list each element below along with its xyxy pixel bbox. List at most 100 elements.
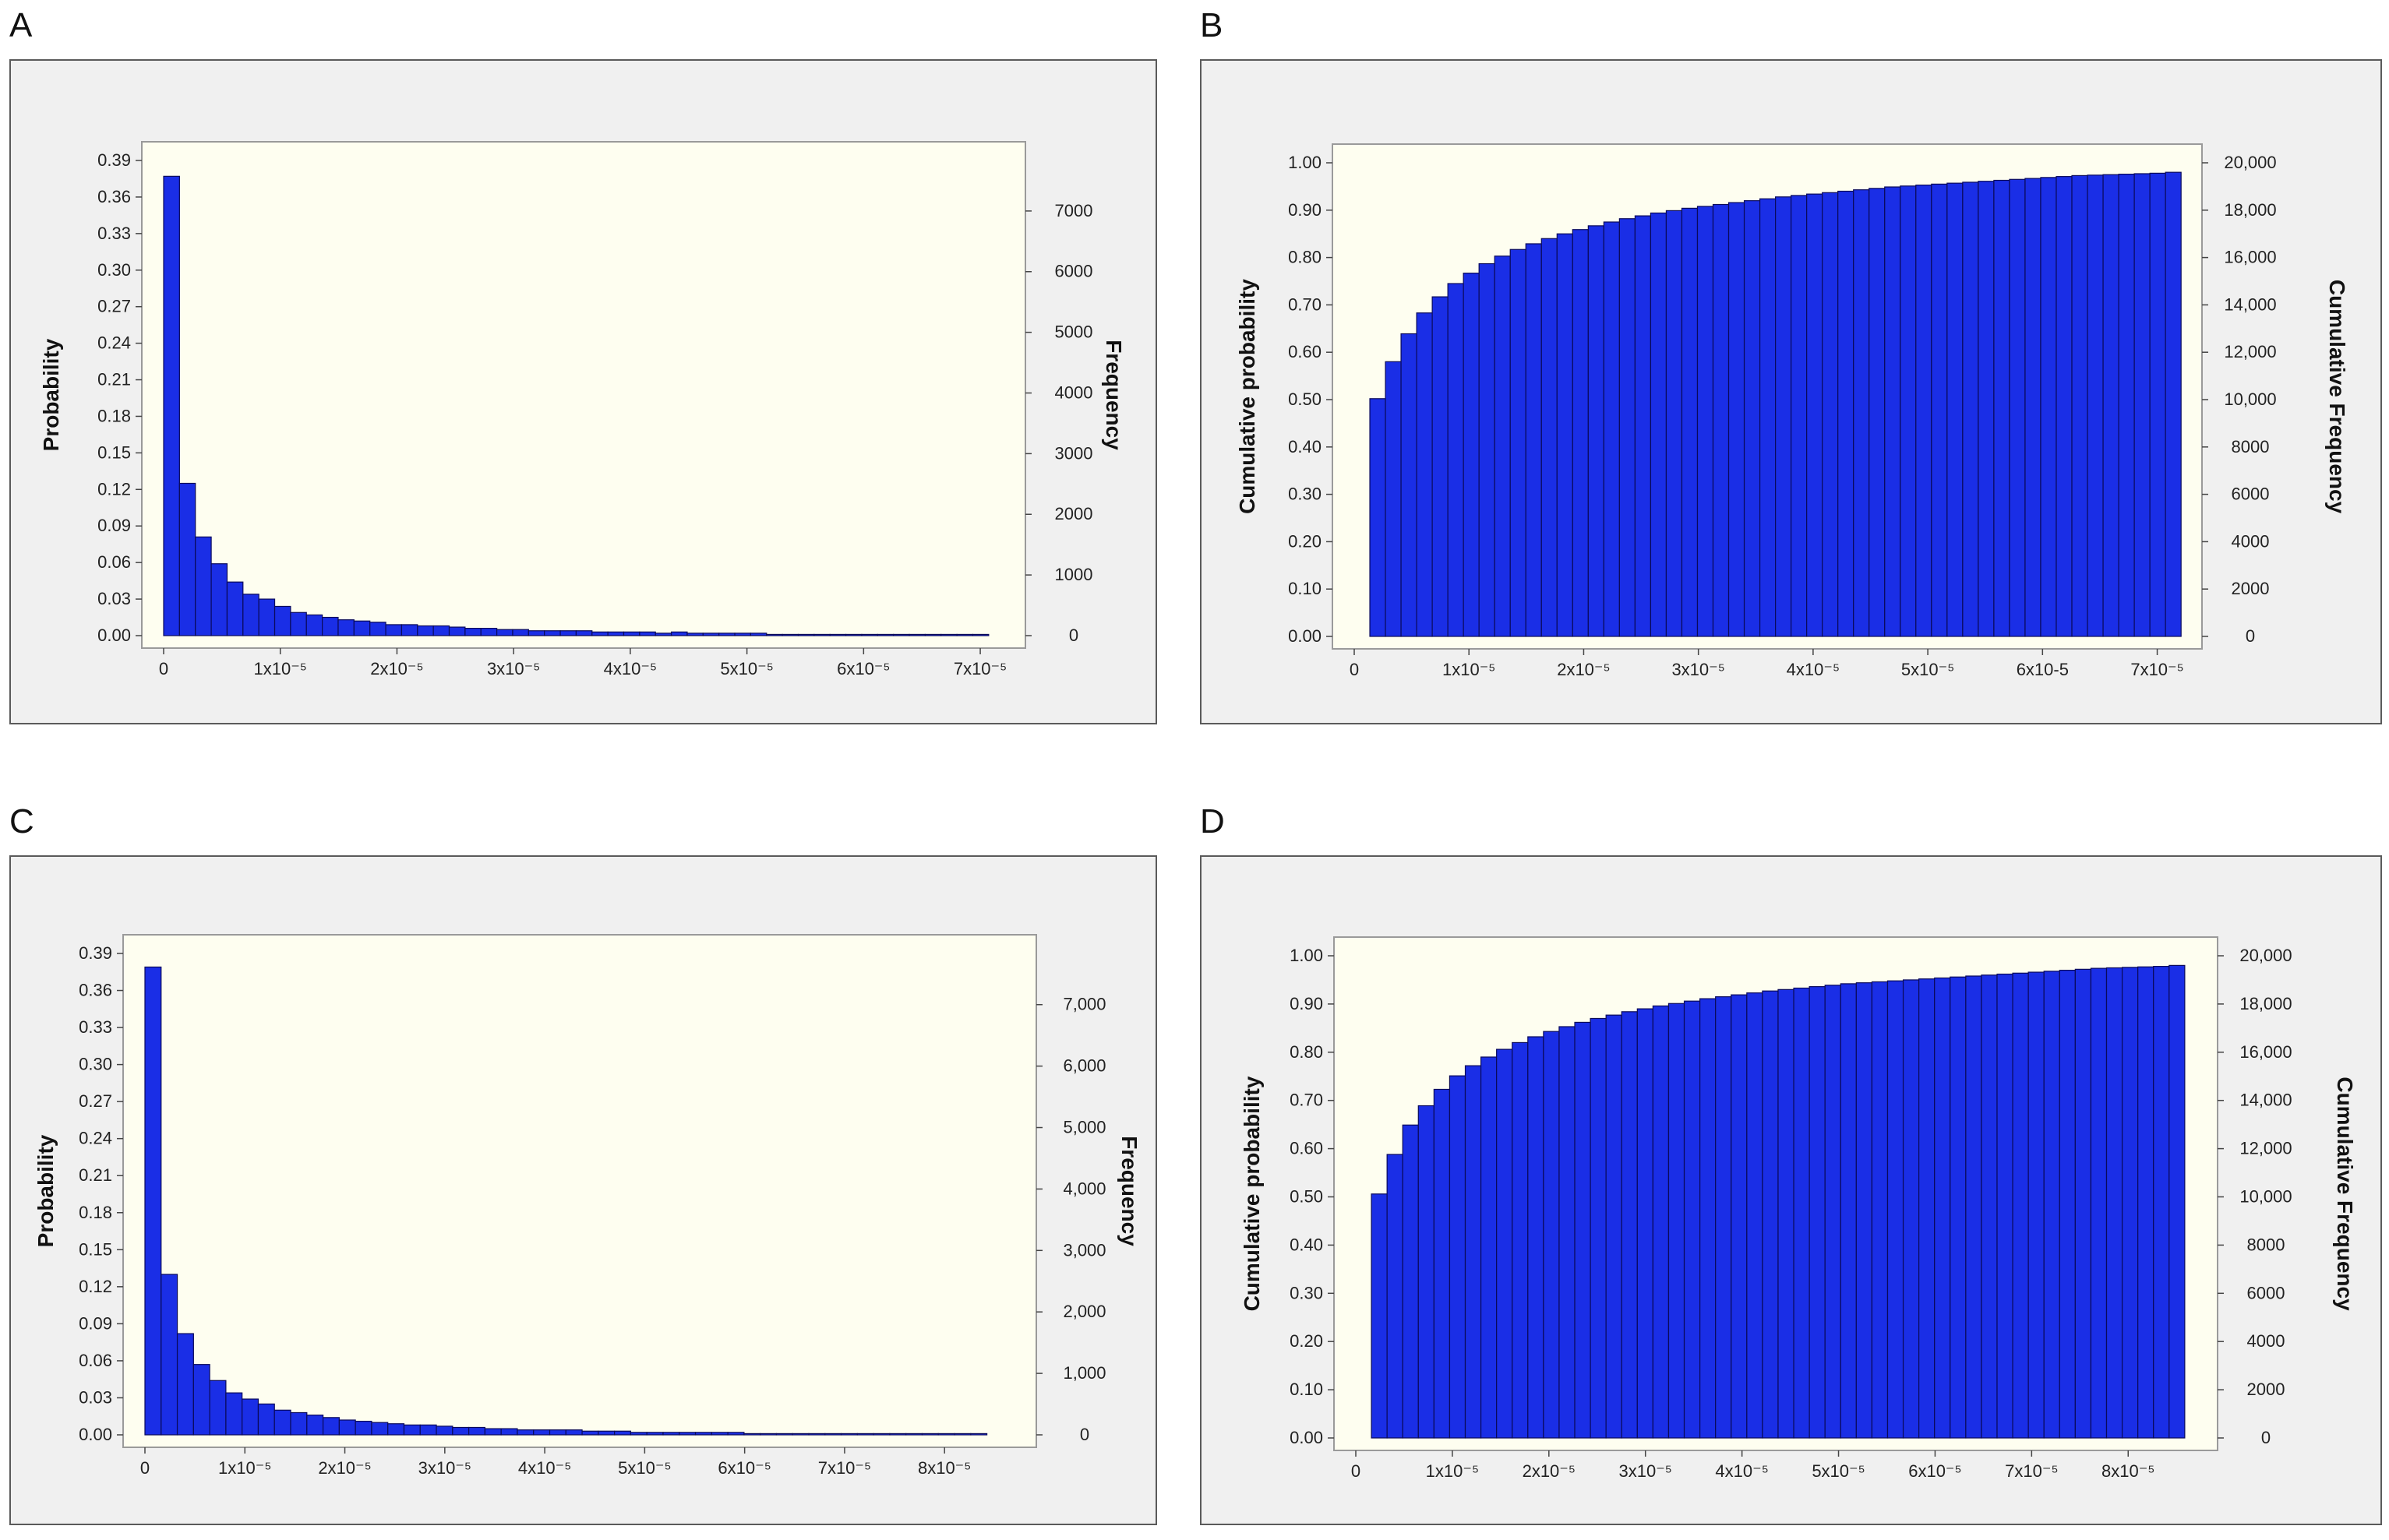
y-axis-title: Cumulative probability (1235, 279, 1259, 514)
histogram-bar (161, 1274, 178, 1436)
histogram-bar (1574, 1021, 1591, 1439)
x-tick-label: 5x10⁻⁵ (1901, 660, 1954, 679)
y2-tick-label: 3000 (1055, 443, 1093, 463)
y-tick-label: 0.33 (79, 1017, 112, 1037)
histogram-bar (176, 1333, 194, 1436)
histogram-bar (1527, 1036, 1544, 1439)
chart-d-cumulative-probability: 0.00 0.10 0.20 0.30 0.40 0.50 0.60 0.70 0.80 0.90… (1240, 936, 2357, 1481)
x-tick-label: 0 (1351, 1461, 1360, 1481)
y-tick-label: 0.12 (97, 479, 131, 499)
histogram-bar (630, 1432, 648, 1436)
histogram-bar (1556, 233, 1573, 637)
histogram-bar (1712, 203, 1730, 637)
histogram-bar (824, 1433, 842, 1436)
histogram-bar (575, 630, 593, 636)
histogram-bar (1809, 986, 1826, 1439)
histogram-bar (782, 633, 799, 636)
histogram-bar (369, 622, 386, 636)
x-tick-label: 4x10⁻⁵ (1715, 1461, 1768, 1481)
histogram-bar (1837, 190, 1854, 637)
panel-label-d: D (1200, 802, 1225, 840)
histogram-bar (623, 631, 640, 636)
histogram-bar (743, 1433, 761, 1436)
y2-tick-label: 20,000 (2239, 946, 2292, 965)
x-tick-label: 6x10⁻⁵ (1908, 1461, 1961, 1481)
histogram-bar (1696, 206, 1714, 637)
histogram-bar (290, 1411, 308, 1436)
histogram-bar (813, 633, 831, 636)
y2-tick-label: 5,000 (1063, 1118, 1106, 1137)
y-tick-label: 0.06 (79, 1351, 112, 1370)
y-tick-label: 0.39 (79, 943, 112, 963)
histogram-bar (861, 633, 878, 636)
y2-axis-title: Cumulative Frequency (2325, 280, 2349, 514)
y2-tick-label: 12,000 (2239, 1139, 2292, 1158)
y-tick-label: 0.21 (79, 1165, 112, 1185)
histogram-bar (1934, 977, 1951, 1439)
histogram-bar (464, 628, 482, 636)
histogram-bar (1480, 1056, 1498, 1439)
histogram-bar (1840, 983, 1857, 1439)
y-tick-label: 0.33 (97, 224, 131, 243)
x-tick-label: 7x10⁻⁵ (954, 659, 1007, 678)
x-tick-label: 0 (1350, 660, 1359, 679)
y2-tick-label: 4000 (2232, 531, 2270, 551)
x-tick-label: 7x10⁻⁵ (2130, 660, 2183, 679)
plot-area (141, 141, 1026, 649)
histogram-bar (1603, 221, 1620, 637)
histogram-bar (909, 633, 926, 636)
histogram-bar (940, 633, 958, 636)
y-tick-label: 0.09 (97, 516, 131, 535)
histogram-bar (500, 1428, 518, 1436)
y-tick-label: 0.12 (79, 1277, 112, 1296)
histogram-bar (1543, 1031, 1560, 1439)
y2-tick-label: 6000 (2247, 1283, 2285, 1302)
histogram-bar (2012, 972, 2029, 1439)
histogram-bar (403, 1424, 421, 1436)
histogram-bar (1806, 193, 1823, 637)
histogram-bar (718, 633, 736, 636)
histogram-bar (1496, 1048, 1513, 1439)
y-tick-label: 0.27 (97, 297, 131, 316)
histogram-bar (2102, 174, 2119, 637)
x-tick-label: 2x10⁻⁵ (1523, 1461, 1576, 1481)
histogram-bar (686, 633, 704, 636)
x-tick-label: 5x10⁻⁵ (720, 659, 773, 678)
histogram-bar (338, 1419, 356, 1436)
y2-tick-label: 8000 (2232, 437, 2270, 456)
histogram-bar (845, 633, 863, 636)
x-tick-label: 4x10⁻⁵ (518, 1458, 571, 1478)
histogram-bar (322, 616, 339, 636)
histogram-bar (598, 1430, 616, 1436)
histogram-bar (2074, 968, 2092, 1439)
y-tick-label: 0.18 (97, 406, 131, 425)
histogram-bar (1667, 1003, 1685, 1439)
histogram-bar (1402, 1124, 1419, 1439)
histogram-bar (209, 1380, 227, 1436)
y2-tick-label: 1000 (1055, 565, 1093, 584)
y-tick-label: 0.00 (79, 1425, 112, 1444)
y-tick-label: 0.50 (1290, 1187, 1323, 1207)
histogram-bar (954, 1433, 972, 1436)
y-tick-label: 0.10 (1288, 579, 1322, 598)
histogram-bar (1433, 1088, 1451, 1439)
chart-c-probability-histogram: 0.00 0.03 0.06 0.09 0.12 0.15 0.18 0.21 0.24 0.27… (34, 934, 1142, 1478)
histogram-bar (646, 1432, 664, 1436)
histogram-bar (1558, 1026, 1576, 1439)
y-tick-label: 0.24 (79, 1129, 112, 1148)
x-tick-label: 1x10⁻⁵ (218, 1458, 271, 1478)
y2-tick-label: 0 (1080, 1425, 1089, 1444)
histogram-bar (2168, 964, 2186, 1439)
y2-tick-label: 6000 (2232, 485, 2270, 504)
histogram-bar (1590, 1017, 1607, 1439)
y-tick-label: 0.90 (1288, 200, 1322, 220)
histogram-bar (273, 1409, 291, 1436)
histogram-bar (1993, 179, 2010, 637)
histogram-bar (727, 1432, 745, 1436)
histogram-bar (1699, 998, 1717, 1439)
y-tick-label: 0.40 (1290, 1235, 1323, 1254)
histogram-bar (496, 629, 513, 636)
histogram-bar (2009, 178, 2026, 637)
y-tick-label: 0.90 (1290, 994, 1323, 1013)
histogram-bar (2087, 174, 2104, 637)
